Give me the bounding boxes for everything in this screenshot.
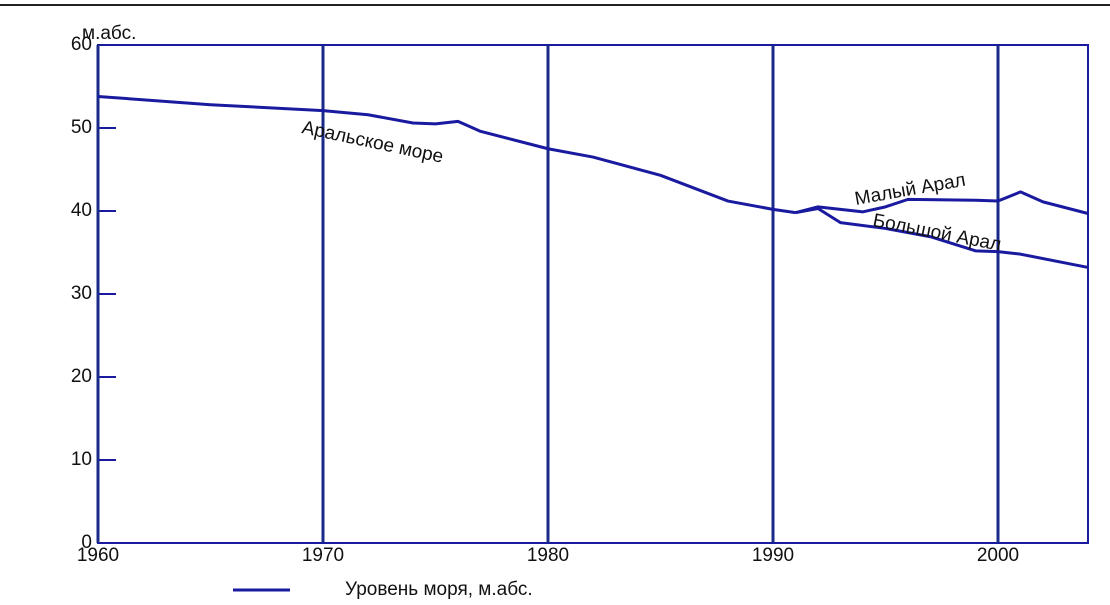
plot-frame — [97, 44, 1089, 544]
series-line — [97, 94, 796, 215]
y-tick-label: 50 — [71, 117, 92, 138]
series-label: Малый Арал — [853, 170, 967, 210]
x-tick-label: 1980 — [527, 545, 569, 566]
y-tick-label: 20 — [71, 366, 92, 387]
legend-label: Уровень моря, м.абс. — [345, 579, 533, 600]
x-tick-label: 1960 — [77, 545, 119, 566]
y-tick-label: 0 — [81, 532, 92, 553]
y-tick-label: 30 — [71, 283, 92, 304]
series-line — [795, 190, 1089, 215]
y-axis-label: м.абс. — [82, 23, 136, 44]
y-tick-label: 40 — [71, 200, 92, 221]
x-tick-label: 2000 — [977, 545, 1019, 566]
series-label: Большой Арал — [871, 210, 1003, 255]
x-tick-label: 1990 — [752, 545, 794, 566]
series-line — [795, 207, 1089, 269]
x-tick-label: 1970 — [302, 545, 344, 566]
y-tick-label: 10 — [71, 449, 92, 470]
y-tick-label: 60 — [71, 34, 92, 55]
